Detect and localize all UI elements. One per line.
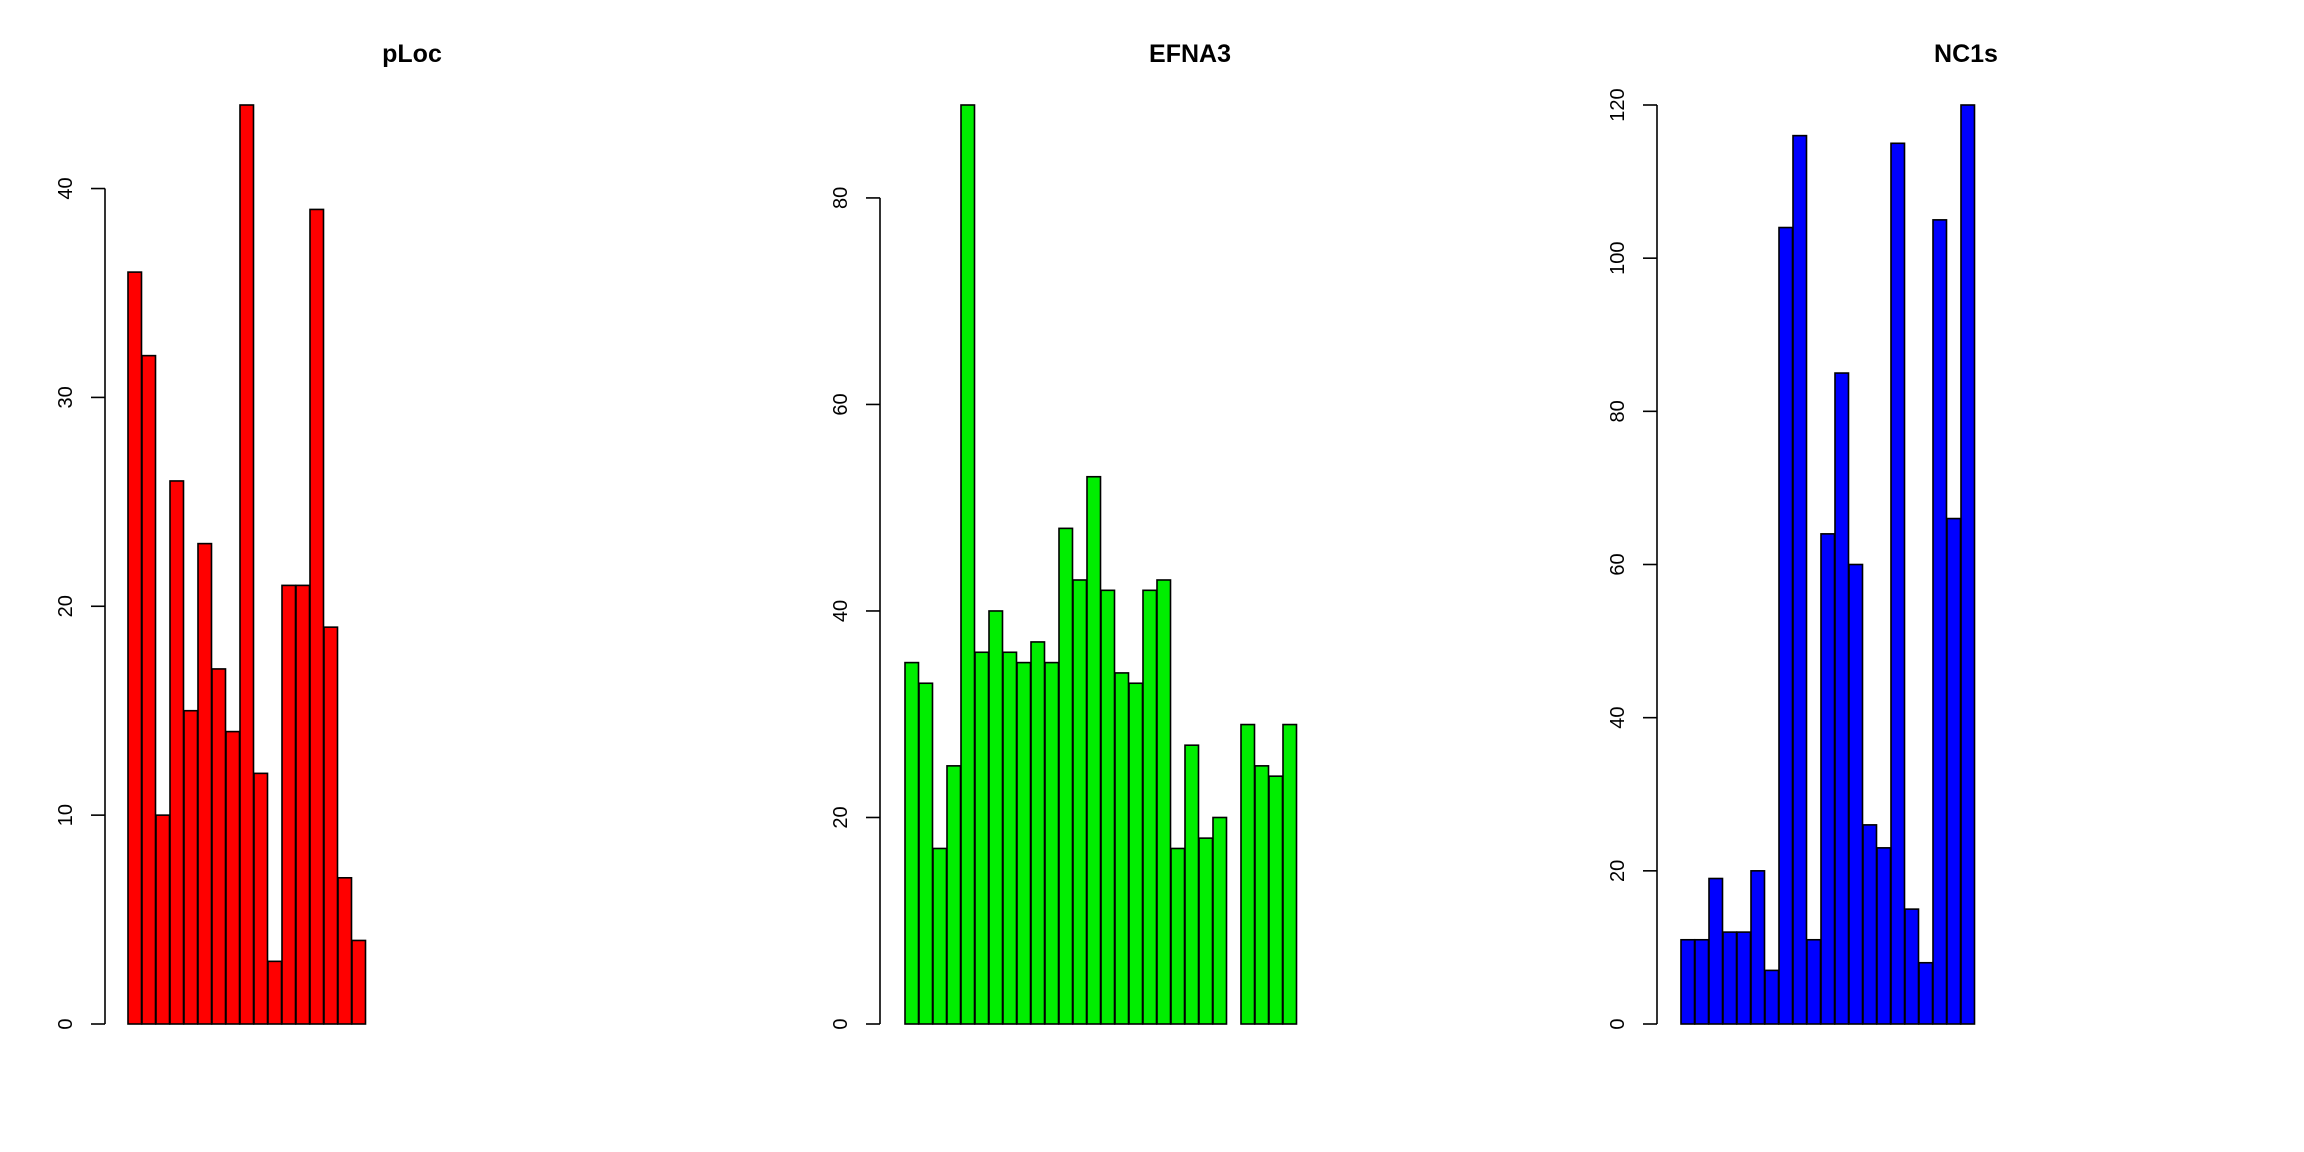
y-tick-label-nc1s-60: 60 [1607,553,1629,575]
bar-nc1s-10 [1806,938,1822,1025]
bar-efna3-28 [1282,723,1298,1025]
bar-nc1s-2 [1694,938,1710,1025]
bar-efna3-2 [918,682,934,1025]
bar-efna3-21 [1184,744,1200,1025]
bar-ploc-14 [309,208,325,1025]
bar-ploc-7 [211,668,227,1025]
bar-efna3-19 [1156,579,1172,1025]
bar-efna3-3 [932,847,948,1025]
bar-efna3-22 [1198,837,1214,1025]
bar-nc1s-14 [1862,824,1878,1025]
bar-ploc-10 [253,772,269,1025]
bar-ploc-16 [337,876,353,1025]
bar-ploc-3 [155,814,171,1025]
y-tick-label-ploc-20: 20 [55,595,77,617]
bar-efna3-7 [988,610,1004,1025]
bar-nc1s-1 [1680,938,1696,1025]
y-tick-label-efna3-0: 0 [830,1018,852,1029]
y-tick-label-nc1s-20: 20 [1607,860,1629,882]
bar-nc1s-12 [1834,372,1850,1025]
y-tick-label-ploc-30: 30 [55,386,77,408]
y-tick-label-nc1s-100: 100 [1607,241,1629,274]
chart-title-ploc: pLoc [382,40,442,68]
chart-panel-ploc: pLoc 0 10 20 30 40 [55,40,442,1030]
chart-panel-nc1s: NC1s 0 20 40 60 80 100 120 [1607,40,1998,1030]
y-tick-label-efna3-40: 40 [830,600,852,622]
bar-efna3-11 [1044,661,1060,1025]
bar-nc1s-17 [1904,908,1920,1025]
chart-title-nc1s: NC1s [1934,40,1998,68]
bar-ploc-13 [295,584,311,1025]
y-tick-label-ploc-40: 40 [55,177,77,199]
bar-efna3-8 [1002,651,1018,1025]
bar-efna3-23 [1212,816,1228,1025]
bar-nc1s-13 [1848,563,1864,1025]
bar-efna3-25 [1240,723,1256,1025]
bar-ploc-11 [267,960,283,1025]
bar-nc1s-15 [1876,847,1892,1025]
bar-efna3-16 [1114,672,1130,1025]
bar-ploc-15 [323,626,339,1025]
y-tick-label-nc1s-40: 40 [1607,707,1629,729]
bar-nc1s-3 [1708,877,1724,1025]
bar-efna3-12 [1058,527,1074,1025]
bar-nc1s-16 [1890,142,1906,1025]
bar-ploc-1 [127,271,143,1025]
bar-nc1s-5 [1736,931,1752,1025]
bar-efna3-20 [1170,847,1186,1025]
y-tick-label-nc1s-80: 80 [1607,400,1629,422]
bar-nc1s-6 [1750,870,1766,1025]
bar-efna3-4 [946,765,962,1025]
bar-nc1s-11 [1820,533,1836,1025]
bar-efna3-1 [904,661,920,1025]
bar-efna3-14 [1086,475,1102,1025]
bar-ploc-9 [239,104,255,1025]
chart-panel-efna3: EFNA3 0 20 40 60 80 [830,40,1298,1030]
bar-nc1s-19 [1932,219,1948,1025]
bar-nc1s-4 [1722,931,1738,1025]
bar-ploc-5 [183,709,199,1025]
bar-efna3-9 [1016,661,1032,1025]
y-tick-label-ploc-10: 10 [55,804,77,826]
bar-ploc-12 [281,584,297,1025]
bar-nc1s-7 [1764,969,1780,1025]
y-tick-label-efna3-20: 20 [830,806,852,828]
bar-efna3-26 [1254,765,1270,1025]
y-tick-label-nc1s-0: 0 [1607,1018,1629,1029]
y-tick-label-ploc-0: 0 [55,1018,77,1029]
bar-efna3-6 [974,651,990,1025]
bar-nc1s-18 [1918,961,1934,1025]
bar-efna3-17 [1128,682,1144,1025]
bar-nc1s-21 [1960,104,1976,1025]
bar-ploc-6 [197,542,213,1025]
bar-ploc-17 [351,939,367,1025]
y-tick-label-efna3-80: 80 [830,187,852,209]
bar-nc1s-8 [1778,226,1794,1025]
bar-nc1s-9 [1792,134,1808,1025]
bar-ploc-8 [225,730,241,1025]
y-tick-label-nc1s-120: 120 [1607,88,1629,121]
bar-efna3-5 [960,104,976,1025]
bar-efna3-15 [1100,589,1116,1025]
bar-nc1s-20 [1946,517,1962,1025]
chart-title-efna3: EFNA3 [1149,40,1231,68]
bar-efna3-13 [1072,579,1088,1025]
bar-efna3-18 [1142,589,1158,1025]
bar-ploc-4 [169,480,185,1025]
y-tick-label-efna3-60: 60 [830,393,852,415]
bar-efna3-10 [1030,641,1046,1025]
bar-efna3-27 [1268,775,1284,1025]
bar-ploc-2 [141,354,157,1025]
